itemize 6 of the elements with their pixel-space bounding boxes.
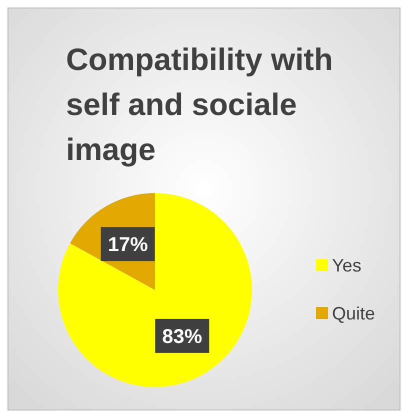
data-label: 17% — [108, 234, 148, 256]
chart-title: Compatibility with self and sociale image — [66, 42, 333, 167]
pie-slice — [58, 193, 252, 387]
legend-label: Quite — [332, 303, 376, 324]
legend-label: Yes — [332, 255, 362, 276]
data-label: 83% — [162, 326, 202, 348]
